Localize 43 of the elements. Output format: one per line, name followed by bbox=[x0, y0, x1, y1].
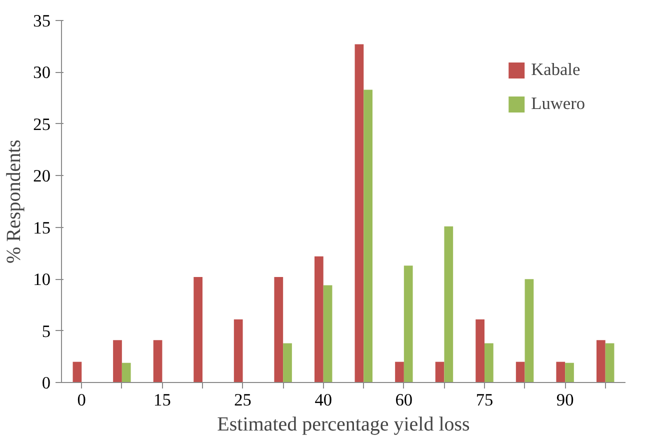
bar bbox=[484, 343, 494, 382]
bar bbox=[404, 266, 413, 382]
bar bbox=[364, 90, 373, 382]
bar bbox=[524, 279, 534, 382]
bar bbox=[234, 319, 243, 382]
bar bbox=[435, 362, 444, 382]
bar bbox=[354, 44, 364, 382]
bar bbox=[122, 362, 131, 382]
bar bbox=[153, 340, 162, 382]
x-axis-title: Estimated percentage yield loss bbox=[217, 414, 470, 436]
bar bbox=[605, 343, 614, 382]
bar bbox=[476, 319, 484, 382]
x-tick-label: 40 bbox=[314, 390, 332, 410]
y-tick-label: 20 bbox=[33, 166, 50, 186]
legend-label: Luwero bbox=[531, 94, 585, 114]
y-tick-label: 30 bbox=[33, 63, 50, 82]
bar bbox=[72, 362, 82, 382]
bar bbox=[323, 285, 332, 382]
x-tick-label: 90 bbox=[556, 390, 574, 410]
y-axis-title: % Respondents bbox=[3, 139, 26, 264]
bar bbox=[395, 362, 404, 382]
x-tick-label: 60 bbox=[395, 390, 413, 410]
bar bbox=[556, 362, 566, 382]
bar bbox=[444, 226, 454, 382]
x-tick-label: 0 bbox=[77, 390, 86, 410]
bar bbox=[194, 277, 202, 382]
x-tick-label: 25 bbox=[234, 390, 252, 410]
x-tick-label: 15 bbox=[154, 390, 171, 410]
y-tick-label: 15 bbox=[33, 218, 50, 238]
y-tick-label: 0 bbox=[42, 374, 51, 392]
y-tick-label: 5 bbox=[42, 322, 51, 341]
bar bbox=[274, 277, 284, 382]
bar bbox=[565, 362, 574, 382]
bar bbox=[283, 343, 292, 382]
bar bbox=[314, 256, 324, 382]
y-tick-label: 35 bbox=[33, 12, 50, 30]
legend-label: Kabale bbox=[531, 60, 580, 80]
y-tick-label: 25 bbox=[33, 114, 50, 134]
x-tick-label: 75 bbox=[476, 390, 494, 410]
bar bbox=[596, 340, 606, 382]
y-tick-label: 10 bbox=[33, 270, 50, 290]
bar bbox=[113, 340, 122, 382]
bar bbox=[516, 362, 525, 382]
